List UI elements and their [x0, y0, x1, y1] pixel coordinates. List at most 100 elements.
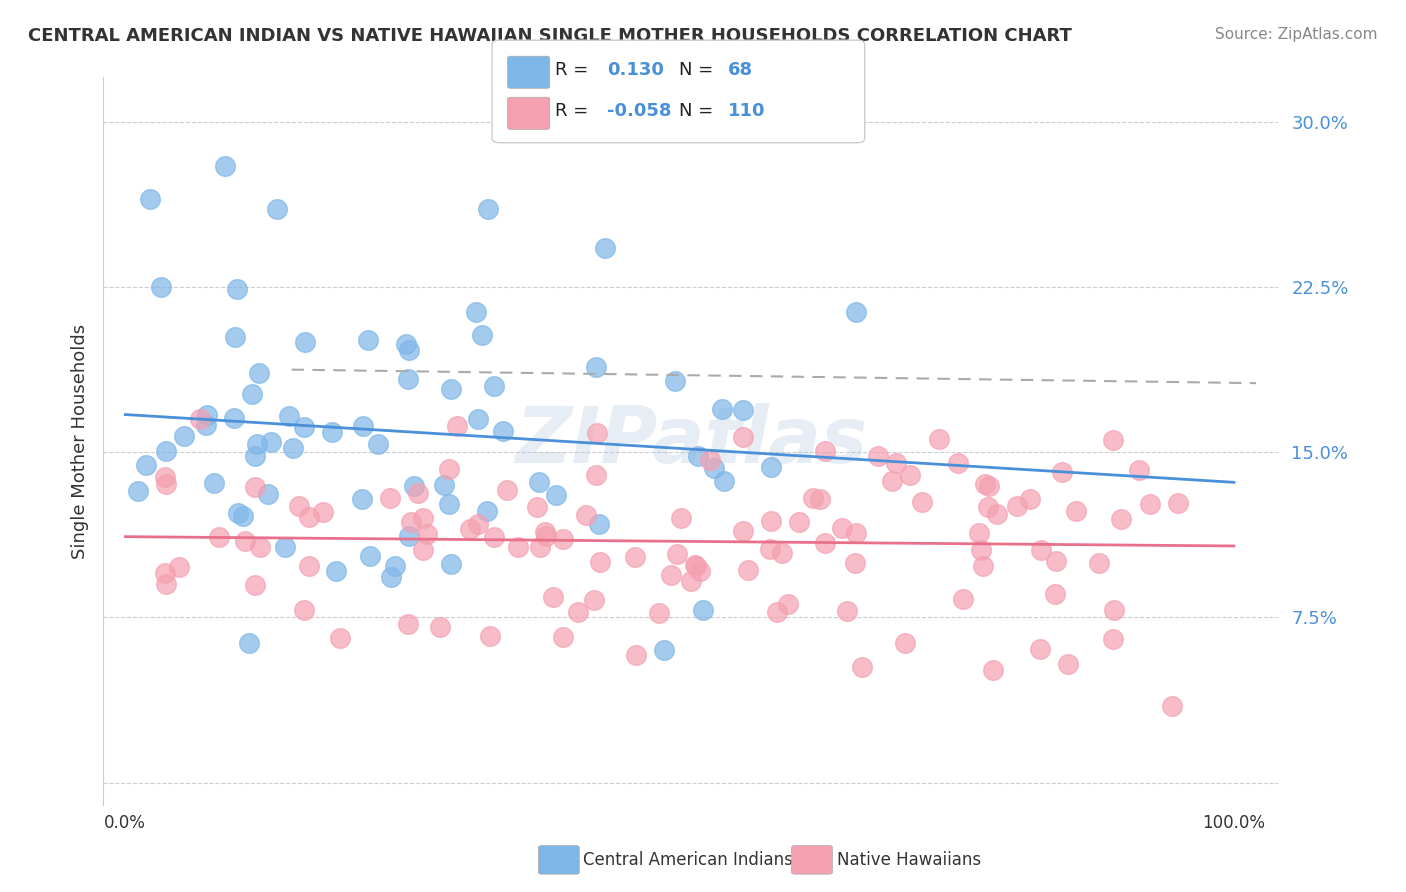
Point — [692, 603, 714, 617]
Point — [292, 420, 315, 434]
Point — [357, 333, 380, 347]
Point — [986, 507, 1008, 521]
Point — [492, 425, 515, 439]
Point — [967, 526, 990, 541]
Point — [685, 558, 707, 573]
Point — [567, 605, 589, 619]
Point — [1045, 587, 1067, 601]
Point — [894, 636, 917, 650]
Point — [969, 542, 991, 557]
Point — [898, 467, 921, 482]
Point — [626, 648, 648, 662]
Point — [534, 524, 557, 539]
Point — [688, 450, 710, 464]
Point — [1128, 463, 1150, 477]
Point — [1029, 642, 1052, 657]
Point — [882, 474, 904, 488]
Point — [246, 437, 269, 451]
Point — [396, 372, 419, 386]
Point — [1045, 554, 1067, 568]
Text: Source: ZipAtlas.com: Source: ZipAtlas.com — [1215, 27, 1378, 42]
Point — [1088, 556, 1111, 570]
Point — [666, 547, 689, 561]
Point — [835, 605, 858, 619]
Point — [1109, 511, 1132, 525]
Point — [529, 540, 551, 554]
Text: 0.130: 0.130 — [607, 62, 664, 79]
Point — [437, 497, 460, 511]
Point — [479, 629, 502, 643]
Point — [214, 159, 236, 173]
Text: Native Hawaiians: Native Hawaiians — [837, 851, 981, 869]
Point — [283, 441, 305, 455]
Point — [770, 546, 793, 560]
Point — [508, 541, 530, 555]
Y-axis label: Single Mother Households: Single Mother Households — [72, 324, 89, 558]
Point — [398, 343, 420, 358]
Text: Central American Indians: Central American Indians — [583, 851, 793, 869]
Point — [247, 366, 270, 380]
Point — [467, 412, 489, 426]
Point — [195, 408, 218, 422]
Point — [713, 474, 735, 488]
Point — [225, 282, 247, 296]
Point — [477, 202, 499, 217]
Point — [256, 487, 278, 501]
Point — [249, 541, 271, 555]
Point — [350, 492, 373, 507]
Point — [703, 461, 725, 475]
Point — [149, 280, 172, 294]
Point — [541, 590, 564, 604]
Point — [224, 410, 246, 425]
Point — [298, 559, 321, 574]
Text: R =: R = — [555, 103, 595, 120]
Point — [155, 476, 177, 491]
Point — [1057, 657, 1080, 671]
Point — [153, 469, 176, 483]
Point — [778, 597, 800, 611]
Point — [155, 577, 177, 591]
Point — [814, 536, 837, 550]
Point — [245, 450, 267, 464]
Point — [699, 452, 721, 467]
Text: R =: R = — [555, 62, 595, 79]
Point — [585, 359, 607, 374]
Point — [412, 510, 434, 524]
Point — [437, 462, 460, 476]
Point — [329, 632, 352, 646]
Point — [588, 516, 610, 531]
Point — [238, 636, 260, 650]
Point — [536, 529, 558, 543]
Point — [496, 483, 519, 497]
Point — [526, 500, 548, 514]
Point — [758, 541, 780, 556]
Point — [404, 479, 426, 493]
Point — [266, 202, 288, 216]
Point — [737, 563, 759, 577]
Point — [396, 617, 419, 632]
Point — [983, 663, 1005, 677]
Point — [582, 592, 605, 607]
Point — [689, 564, 711, 578]
Point — [294, 603, 316, 617]
Point — [226, 506, 249, 520]
Point — [482, 530, 505, 544]
Point — [135, 458, 157, 472]
Point — [412, 543, 434, 558]
Point — [681, 574, 703, 588]
Point — [260, 435, 283, 450]
Point — [733, 403, 755, 417]
Point — [595, 241, 617, 255]
Point — [352, 418, 374, 433]
Point — [167, 560, 190, 574]
Point — [475, 504, 498, 518]
Point — [394, 336, 416, 351]
Point — [759, 514, 782, 528]
Text: 68: 68 — [728, 62, 754, 79]
Point — [1029, 543, 1052, 558]
Point — [831, 521, 853, 535]
Point — [544, 488, 567, 502]
Point — [972, 559, 994, 574]
Point — [416, 526, 439, 541]
Point — [458, 522, 481, 536]
